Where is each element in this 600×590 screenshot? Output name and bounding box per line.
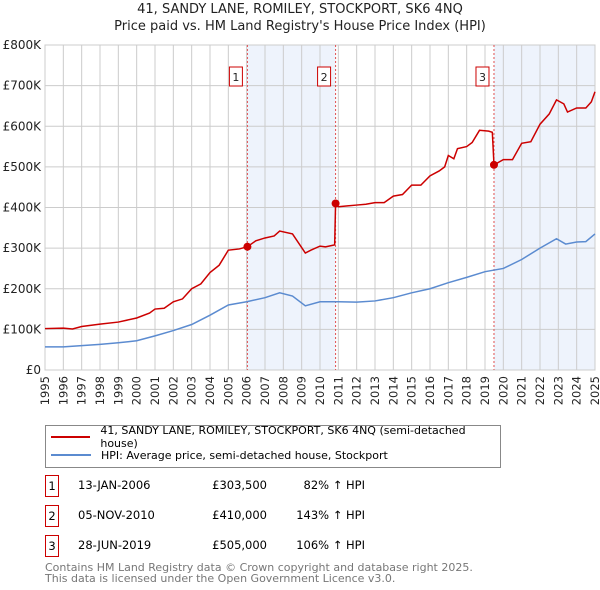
sale-hpi-change: 82% ↑ HPI	[303, 478, 365, 492]
sale-price: £505,000	[212, 538, 267, 552]
x-tick-label: 2011	[331, 376, 345, 405]
sale-marker-box	[475, 66, 490, 87]
sale-point	[489, 160, 498, 169]
legend-swatch-hpi	[51, 454, 91, 456]
sale-date: 28-JUN-2019	[78, 538, 152, 552]
x-tick-label: 2023	[551, 376, 565, 405]
y-tick-label: £0	[26, 363, 41, 377]
x-tick-label: 2018	[460, 376, 474, 405]
x-tick-label: 2003	[185, 376, 199, 405]
x-tick-label: 2010	[313, 376, 327, 405]
chart-subtitle: Price paid vs. HM Land Registry's House …	[114, 19, 486, 34]
x-tick-label: 2015	[405, 376, 419, 405]
x-tick-label: 2019	[478, 376, 492, 405]
y-tick-label: £600K	[3, 119, 43, 133]
sale-marker-box	[317, 66, 332, 87]
legend-label-property: 41, SANDY LANE, ROMILEY, STOCKPORT, SK6 …	[100, 424, 466, 450]
sale-price: £303,500	[212, 478, 267, 492]
sale-point	[243, 242, 252, 251]
sale-point	[331, 199, 340, 208]
legend: 41, SANDY LANE, ROMILEY, STOCKPORT, SK6 …	[45, 424, 501, 468]
x-tick-label: 1997	[75, 376, 89, 405]
x-tick-label: 2025	[588, 376, 600, 405]
x-tick-label: 2014	[386, 376, 400, 405]
sale-price: £410,000	[212, 508, 267, 522]
plot-border	[44, 44, 596, 371]
x-tick-label: 2008	[276, 376, 290, 405]
sale-marker-label: 1	[232, 71, 239, 84]
sale-badge: 3	[45, 535, 59, 557]
y-tick-label: £400K	[3, 201, 43, 215]
x-tick-label: 2002	[166, 376, 180, 405]
x-tick-label: 2006	[240, 376, 254, 405]
sale-date: 13-JAN-2006	[78, 478, 151, 492]
x-tick-label: 2017	[441, 376, 455, 405]
sale-marker-box	[228, 66, 243, 87]
footer-line: Contains HM Land Registry data © Crown c…	[45, 561, 473, 574]
x-tick-label: 2000	[130, 376, 144, 405]
y-tick-label: £800K	[3, 38, 43, 52]
x-tick-label: 1998	[93, 376, 107, 405]
x-tick-label: 2016	[423, 376, 437, 405]
legend-label-hpi: HPI: Average price, semi-detached house,…	[101, 448, 388, 462]
chart-title: 41, SANDY LANE, ROMILEY, STOCKPORT, SK6 …	[137, 2, 463, 17]
x-tick-label: 2012	[350, 376, 364, 405]
sale-badge: 2	[45, 505, 59, 527]
x-tick-label: 2024	[570, 376, 584, 405]
x-tick-label: 2020	[496, 376, 510, 405]
x-tick-label: 1999	[111, 376, 125, 405]
footer: Contains HM Land Registry data © Crown c…	[45, 562, 473, 584]
y-tick-label: £100K	[3, 322, 43, 336]
x-tick-label: 2005	[221, 376, 235, 405]
plot-area: 1995 1996 1997 1998 1999 2000 2001 2002 2003 2004…	[3, 38, 600, 405]
x-tick-label: 1995	[38, 376, 52, 405]
y-tick-label: £300K	[3, 241, 43, 255]
property-price-line	[44, 91, 596, 330]
x-tick-label: 2009	[295, 376, 309, 405]
x-tick-label: 2013	[368, 376, 382, 405]
sale-date: 05-NOV-2010	[78, 508, 155, 522]
y-tick-label: £200K	[3, 282, 43, 296]
legend-swatch-property	[51, 436, 91, 438]
sale-hpi-change: 143% ↑ HPI	[296, 508, 365, 522]
sale-marker-label: 3	[479, 71, 486, 84]
hpi-line	[45, 233, 596, 348]
x-tick-label: 2007	[258, 376, 272, 405]
x-tick-label: 2022	[533, 376, 547, 405]
x-tick-label: 2021	[515, 376, 529, 405]
sale-badge: 1	[45, 475, 59, 497]
sale-row: 1 13-JAN-2006 £303,500 82% ↑ HPI	[45, 475, 445, 497]
y-tick-label: £500K	[3, 160, 43, 174]
y-tick-label: £700K	[3, 79, 43, 93]
sale-marker-label: 2	[321, 71, 328, 84]
sale-row: 2 05-NOV-2010 £410,000 143% ↑ HPI	[45, 505, 445, 527]
sale-hpi-change: 106% ↑ HPI	[296, 538, 365, 552]
x-tick-label: 2001	[148, 376, 162, 405]
footer-line: This data is licensed under the Open Gov…	[45, 572, 396, 585]
sale-row: 3 28-JUN-2019 £505,000 106% ↑ HPI	[45, 535, 445, 557]
x-tick-label: 1996	[56, 376, 70, 405]
x-tick-label: 2004	[203, 376, 217, 405]
